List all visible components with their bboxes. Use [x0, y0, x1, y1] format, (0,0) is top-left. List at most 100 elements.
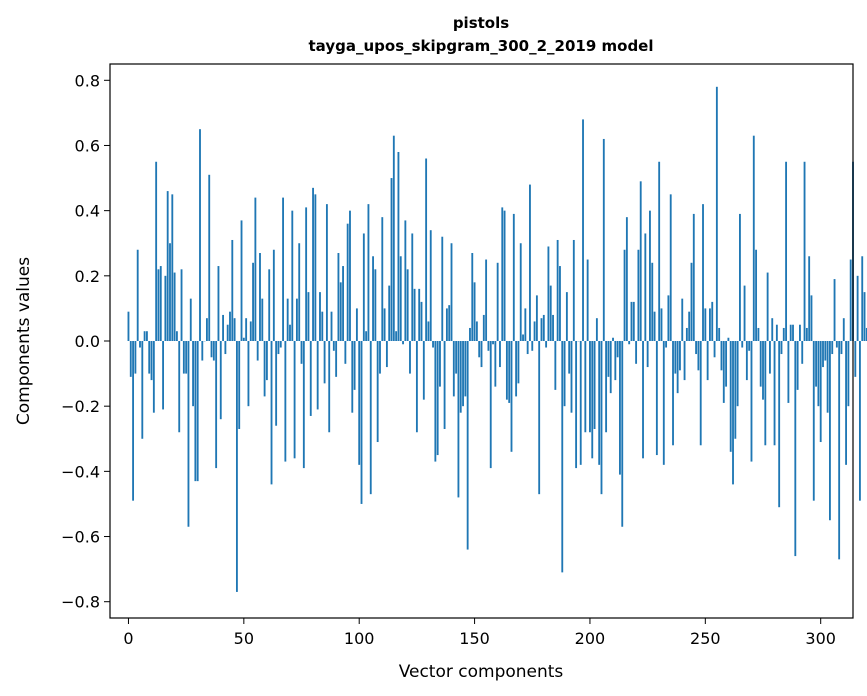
bar-component-281 — [775, 324, 778, 341]
bar-component-313 — [849, 259, 852, 341]
bar-component-89 — [332, 341, 335, 351]
x-tick-label: 200 — [575, 629, 606, 648]
bar-component-157 — [489, 341, 492, 469]
bar-component-261 — [729, 341, 732, 452]
bar-component-144 — [459, 341, 462, 413]
bar-component-115 — [392, 135, 395, 341]
bar-component-51 — [245, 318, 248, 341]
bar-component-139 — [448, 305, 451, 341]
bar-component-202 — [593, 341, 596, 429]
bar-component-85 — [323, 341, 326, 384]
bar-component-36 — [210, 341, 213, 358]
bar-component-197 — [582, 119, 584, 342]
x-tick-label: 50 — [234, 629, 254, 648]
chart-title: pistols — [453, 14, 509, 32]
bar-component-310 — [842, 318, 845, 341]
bar-component-212 — [616, 341, 619, 358]
bar-component-130 — [427, 321, 430, 341]
bar-component-248 — [699, 341, 702, 446]
bar-component-96 — [349, 210, 351, 341]
bar-component-272 — [755, 249, 758, 341]
bar-component-45 — [231, 239, 234, 341]
bar-component-11 — [152, 341, 155, 413]
bar-component-2 — [132, 341, 134, 501]
bar-component-289 — [794, 341, 797, 557]
bar-component-286 — [787, 341, 790, 403]
bar-component-285 — [785, 161, 788, 341]
bar-component-264 — [736, 341, 739, 407]
bar-component-296 — [810, 295, 813, 341]
bar-component-57 — [259, 253, 261, 341]
y-tick-label: 0.2 — [75, 267, 100, 286]
bar-component-92 — [339, 282, 342, 341]
bar-component-221 — [637, 249, 640, 341]
x-tick-label: 250 — [690, 629, 721, 648]
bar-component-257 — [720, 341, 723, 371]
y-tick-label: −0.6 — [61, 528, 100, 547]
bar-component-93 — [342, 266, 344, 341]
bar-component-81 — [314, 194, 317, 341]
bar-component-59 — [263, 341, 266, 397]
chart-subtitle: tayga_upos_skipgram_300_2_2019 model — [309, 37, 654, 55]
bar-component-191 — [568, 341, 571, 374]
bar-component-84 — [321, 311, 324, 341]
bar-component-60 — [265, 341, 268, 381]
bar-component-15 — [162, 341, 164, 410]
bar-component-270 — [750, 341, 753, 462]
bar-component-9 — [148, 341, 151, 374]
bar-component-276 — [764, 341, 767, 446]
bar-component-194 — [575, 341, 578, 469]
y-tick-label: 0.0 — [75, 332, 100, 351]
bar-component-283 — [780, 341, 783, 355]
bar-component-188 — [561, 341, 564, 573]
bar-component-153 — [480, 341, 483, 368]
bar-component-156 — [487, 341, 490, 351]
bar-component-152 — [478, 341, 481, 358]
bar-component-196 — [579, 341, 582, 465]
y-axis-label: Components values — [14, 257, 34, 425]
bar-component-63 — [272, 249, 275, 341]
bar-component-110 — [381, 217, 384, 341]
bar-component-158 — [492, 341, 494, 345]
y-tick-label: 0.8 — [75, 71, 100, 90]
plot-frame — [109, 63, 854, 619]
bar-component-125 — [415, 341, 418, 433]
bar-component-32 — [201, 341, 204, 361]
bar-component-17 — [166, 191, 169, 341]
bar-component-298 — [815, 341, 818, 387]
y-tick-label: 0.6 — [75, 136, 100, 155]
bar-component-23 — [180, 269, 183, 341]
bar-component-121 — [406, 269, 409, 341]
bar-component-168 — [515, 341, 518, 397]
bar-component-186 — [556, 239, 559, 341]
bar-component-35 — [208, 174, 211, 341]
bar-component-231 — [660, 308, 663, 341]
bar-component-311 — [845, 341, 847, 465]
bar-component-224 — [644, 233, 647, 341]
bar-component-163 — [503, 210, 506, 341]
bar-component-131 — [429, 230, 432, 341]
bar-component-319 — [863, 292, 866, 341]
bar-component-246 — [695, 341, 698, 355]
bar-component-189 — [563, 341, 566, 407]
bar-component-145 — [462, 341, 464, 407]
bar-component-46 — [233, 318, 236, 341]
bar-component-217 — [628, 341, 631, 345]
bar-component-320 — [865, 327, 867, 341]
bar-component-167 — [512, 213, 515, 341]
bar-component-108 — [376, 341, 379, 443]
bar-component-250 — [704, 308, 707, 341]
bar-component-183 — [549, 285, 552, 341]
bar-component-154 — [482, 314, 485, 341]
bar-component-116 — [395, 331, 398, 341]
bar-component-178 — [538, 341, 541, 495]
bar-component-124 — [413, 288, 416, 341]
bar-component-174 — [529, 184, 531, 341]
bar-component-173 — [526, 341, 529, 355]
bar-component-134 — [436, 341, 439, 456]
bar-component-258 — [722, 341, 725, 403]
bar-component-19 — [171, 194, 174, 341]
bar-component-318 — [861, 256, 864, 341]
bar-component-100 — [358, 341, 361, 465]
